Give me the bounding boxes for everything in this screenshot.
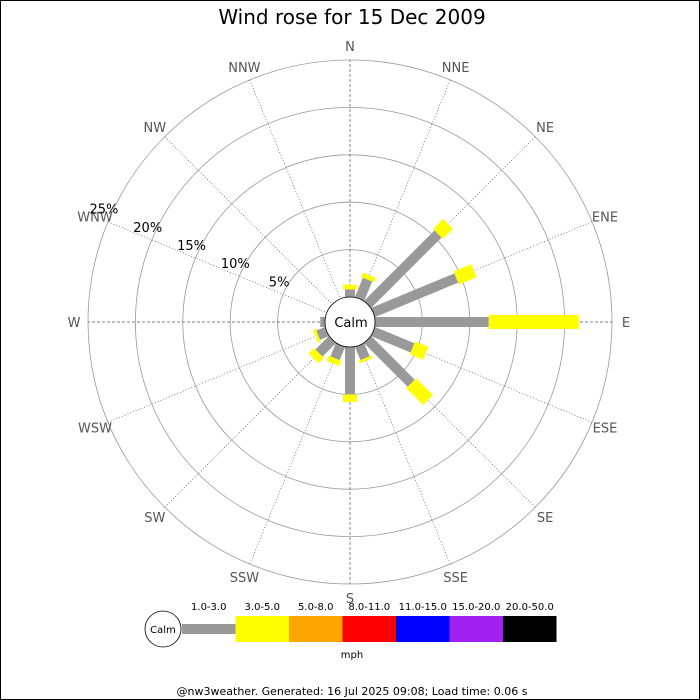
direction-label-ene: ENE: [592, 210, 618, 225]
ring-label-5: 5%: [269, 275, 290, 290]
bar-se-3-0-5-0: [406, 378, 433, 405]
legend-label-3-0-5-0: 3.0-5.0: [245, 602, 280, 613]
legend-calm-label: Calm: [150, 625, 176, 636]
spoke-nnw: [249, 79, 351, 323]
direction-label-ese: ESE: [593, 422, 618, 437]
bar-sw-3-0-5-0: [308, 348, 324, 364]
legend-swatch-1-0-3-0: [182, 624, 236, 634]
bar-wsw-3-0-5-0: [312, 328, 321, 343]
direction-label-sse: SSE: [443, 571, 468, 586]
legend-swatch-20-0-50-0: [503, 616, 557, 642]
bar-sse-1-0-3-0: [354, 343, 370, 361]
bar-ne-3-0-5-0: [433, 218, 454, 239]
bar-ene-3-0-5-0: [453, 264, 477, 285]
bar-nne-3-0-5-0: [361, 272, 376, 283]
ring-label-10: 10%: [221, 257, 250, 272]
wind-bars: [308, 218, 579, 405]
direction-label-n: N: [345, 40, 355, 55]
bar-wsw-1-0-3-0: [316, 326, 329, 340]
legend-swatch-5-0-8-0: [289, 616, 343, 642]
direction-label-wnw: WNW: [77, 210, 113, 225]
bar-ssw-1-0-3-0: [330, 343, 346, 361]
direction-label-s: S: [346, 592, 354, 607]
bar-se-1-0-3-0: [364, 336, 415, 387]
chart-title: Wind rose for 15 Dec 2009: [218, 5, 485, 29]
footer-text: @nw3weather. Generated: 16 Jul 2025 09:0…: [177, 685, 528, 698]
spoke-wsw: [107, 321, 351, 423]
direction-label-sw: SW: [144, 511, 165, 526]
bar-ese-1-0-3-0: [371, 326, 415, 353]
legend-swatch-8-0-11-0: [342, 616, 396, 642]
speed-legend: Calm 1.0-3.0 3.0-5.0 5.0-8.0 8.0-11.0 11.0-15…: [144, 602, 557, 661]
bar-ssw-3-0-5-0: [326, 355, 342, 367]
legend-unit: mph: [341, 650, 363, 661]
bar-ese-3-0-5-0: [409, 341, 429, 360]
direction-label-wsw: WSW: [78, 422, 112, 437]
direction-label-e: E: [622, 316, 630, 331]
ring-label-20: 20%: [133, 221, 162, 236]
bar-sw-1-0-3-0: [315, 336, 336, 357]
direction-label-nnw: NNW: [228, 61, 260, 76]
ring-label-25: 25%: [89, 203, 118, 218]
legend-label-20-0-50-0: 20.0-50.0: [506, 602, 554, 613]
direction-label-se: SE: [537, 511, 553, 526]
ring-label-15: 15%: [177, 239, 206, 254]
legend-label-15-0-20-0: 15.0-20.0: [452, 602, 500, 613]
legend-swatch-11-0-15-0: [396, 616, 450, 642]
bar-ne-1-0-3-0: [364, 230, 442, 308]
calm-label: Calm: [334, 316, 367, 331]
legend-swatch-3-0-5-0: [235, 616, 289, 642]
direction-label-nw: NW: [144, 121, 167, 136]
direction-label-ssw: SSW: [230, 571, 260, 586]
direction-label-ne: NE: [536, 121, 554, 136]
legend-label-1-0-3-0: 1.0-3.0: [191, 602, 226, 613]
direction-label-w: W: [68, 316, 81, 331]
direction-label-nne: NNE: [442, 61, 470, 76]
legend-label-11-0-15-0: 11.0-15.0: [399, 602, 447, 613]
calm-circle-shape: [324, 296, 376, 348]
legend-swatch-15-0-20-0: [449, 616, 503, 642]
legend-label-5-0-8-0: 5.0-8.0: [298, 602, 333, 613]
legend-label-8-0-11-0: 8.0-11.0: [348, 602, 390, 613]
bar-ene-1-0-3-0: [371, 273, 459, 318]
bar-sse-3-0-5-0: [358, 355, 373, 364]
legend-calm-circle: [144, 610, 182, 648]
calm-circle: Calm: [324, 296, 376, 348]
bar-nne-1-0-3-0: [354, 277, 373, 301]
spoke-nw: [164, 136, 351, 323]
